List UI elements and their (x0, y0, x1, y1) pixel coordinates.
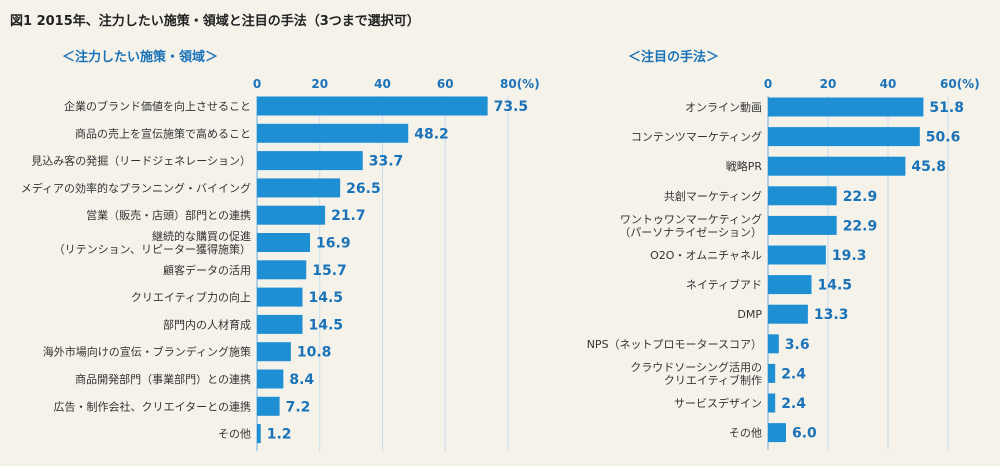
left-tick-label: 60 (437, 77, 454, 91)
right-bar (768, 215, 837, 235)
left-category-label: 継続的な購買の促進 (152, 229, 251, 243)
right-tick-label: 20 (820, 77, 837, 91)
right-value-label: 6.0 (792, 426, 817, 442)
left-category-label: メディアの効率的なプランニング・バイイング (21, 181, 251, 195)
left-tick-label: 20 (311, 77, 328, 91)
left-category-label: 商品開発部門（事業部門）との連携 (75, 372, 251, 386)
left-bar (257, 178, 341, 198)
right-value-label: 2.4 (781, 366, 806, 382)
right-value-label: 2.4 (781, 396, 806, 412)
right-category-label: コンテンツマーケティング (631, 130, 762, 144)
right-category-label: クラウドソーシング活用の (630, 360, 762, 374)
left-value-label: 10.8 (297, 345, 332, 361)
right-bar (768, 127, 920, 147)
left-bar (257, 151, 363, 171)
figure-title: 図1 2015年、注力したい施策・領域と注目の手法（3つまで選択可） (10, 14, 420, 29)
right-value-label: 3.6 (785, 337, 810, 353)
right-bar (768, 156, 906, 176)
left-value-label: 16.9 (316, 236, 351, 252)
left-category-label: 商品の売上を宣伝施策で高めること (75, 126, 251, 140)
left-value-label: 33.7 (369, 154, 404, 170)
right-category-label: サービスデザイン (674, 396, 762, 410)
right-value-label: 50.6 (926, 130, 961, 146)
left-category-label: 海外市場向けの宣伝・ブランディング施策 (43, 345, 251, 359)
right-value-label: 51.8 (929, 100, 964, 116)
left-category-label: 企業のブランド価値を向上させること (64, 99, 251, 113)
left-value-label: 8.4 (289, 372, 314, 388)
left-value-label: 26.5 (346, 181, 381, 197)
left-category-label: 部門内の人材育成 (163, 317, 251, 331)
left-value-label: 15.7 (312, 263, 347, 279)
left-value-label: 73.5 (494, 99, 529, 115)
right-category-label: O2O・オムニチャネル (650, 249, 762, 262)
right-bar (768, 245, 826, 265)
right-value-label: 22.9 (843, 189, 878, 205)
left-category-label: 広告・制作会社、クリエイターとの連携 (54, 399, 251, 413)
left-tick-label: 0 (253, 77, 261, 91)
right-tick-label: 60(%) (940, 77, 980, 91)
right-category-label: ワントゥワンマーケティング (620, 212, 762, 226)
left-bar (257, 123, 409, 143)
right-value-label: 14.5 (818, 278, 853, 294)
left-value-label: 14.5 (308, 317, 343, 333)
right-category-label: ネイティブアド (686, 278, 762, 292)
left-value-label: 7.2 (286, 399, 311, 415)
left-category-label: 顧客データの活用 (163, 263, 251, 277)
left-category-label: その他 (218, 428, 251, 441)
left-value-label: 48.2 (414, 126, 449, 142)
left-category-label: （リテンション、リピーター獲得施策） (54, 242, 251, 256)
right-bar (768, 186, 837, 206)
left-bar (257, 342, 291, 362)
left-category-label: 営業（販売・店頭）部門との連携 (86, 208, 251, 222)
left-tick-label: 40 (374, 77, 391, 91)
left-value-label: 14.5 (308, 290, 343, 306)
left-chart-title: ＜注力したい施策・領域＞ (62, 50, 219, 65)
left-bar (257, 260, 307, 280)
left-bar (257, 287, 303, 307)
right-category-label: クリエイティブ制作 (664, 373, 762, 387)
right-value-label: 19.3 (832, 248, 867, 264)
right-category-label: （パーソナライゼーション） (619, 226, 762, 239)
left-bar (257, 396, 280, 416)
right-value-label: 22.9 (843, 218, 878, 234)
right-value-label: 45.8 (911, 159, 946, 175)
left-category-label: クリエイティブ力の向上 (131, 290, 251, 304)
right-bar (768, 97, 924, 117)
right-bar (768, 363, 776, 383)
left-category-label: 見込み客の発掘（リードジェネレーション） (31, 154, 251, 168)
right-tick-label: 40 (880, 77, 897, 91)
left-tick-label: 80(%) (500, 77, 540, 91)
right-value-label: 13.3 (814, 307, 849, 323)
left-value-label: 21.7 (331, 208, 366, 224)
right-bar (768, 275, 812, 295)
right-tick-label: 0 (764, 77, 772, 91)
left-bar (257, 205, 326, 225)
left-bar (257, 96, 488, 116)
left-bar (257, 314, 303, 334)
left-bar (257, 424, 261, 444)
right-category-label: DMP (737, 308, 762, 321)
right-category-label: NPS（ネットプロモータースコア） (587, 338, 762, 351)
left-bar-chart: 0 20 40 60 80(%) 73.5 企業のブランド価値を向上させること 48.2 商品の… (21, 77, 540, 452)
left-bar (257, 369, 284, 389)
right-category-label: その他 (729, 427, 762, 440)
right-chart-title: ＜注目の手法＞ (628, 50, 720, 65)
right-bar (768, 304, 808, 324)
right-category-label: 共創マーケティング (664, 189, 762, 203)
left-value-label: 1.2 (267, 427, 292, 443)
right-category-label: 戦略PR (726, 159, 763, 173)
right-bar (768, 393, 776, 413)
right-category-label: オンライン動画 (685, 100, 762, 114)
right-bar (768, 334, 779, 354)
right-bar (768, 423, 786, 443)
left-bar (257, 233, 311, 252)
